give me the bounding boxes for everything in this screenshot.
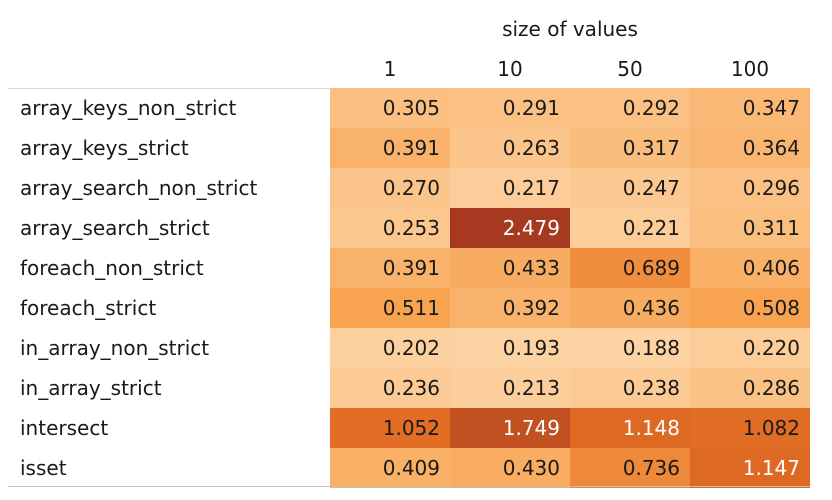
- heatmap-cell: 0.217: [450, 168, 570, 208]
- heatmap-cell: 1.052: [330, 408, 450, 448]
- heatmap-cell: 0.220: [690, 328, 810, 368]
- heatmap-cell: 0.391: [330, 248, 450, 288]
- heatmap-cell: 0.311: [690, 208, 810, 248]
- heatmap-cell: 1.749: [450, 408, 570, 448]
- column-header-10: 10: [497, 57, 523, 81]
- heatmap-cell: 2.479: [450, 208, 570, 248]
- heatmap-cell: 0.430: [450, 448, 570, 488]
- heatmap-cell: 1.148: [570, 408, 690, 448]
- heatmap-cell: 0.263: [450, 128, 570, 168]
- row-label: isset: [20, 456, 67, 480]
- heatmap-cell: 0.305: [330, 88, 450, 128]
- column-header-50: 50: [617, 57, 643, 81]
- heatmap-cell: 0.286: [690, 368, 810, 408]
- row-label: array_keys_non_strict: [20, 96, 237, 120]
- heatmap-cell: 0.188: [570, 328, 690, 368]
- heatmap-cell: 0.296: [690, 168, 810, 208]
- row-label: foreach_strict: [20, 296, 157, 320]
- row-label: array_keys_strict: [20, 136, 189, 160]
- row-label: in_array_strict: [20, 376, 162, 400]
- bottom-divider: [8, 486, 810, 487]
- heatmap-cell: 0.392: [450, 288, 570, 328]
- heatmap-cell: 0.247: [570, 168, 690, 208]
- heatmap-cell: 1.147: [690, 448, 810, 488]
- column-header-title: size of values: [502, 17, 638, 41]
- heatmap-cell: 0.433: [450, 248, 570, 288]
- heatmap-cell: 0.193: [450, 328, 570, 368]
- row-label: array_search_strict: [20, 216, 210, 240]
- heatmap-cell: 0.317: [570, 128, 690, 168]
- heatmap-cell: 0.736: [570, 448, 690, 488]
- column-header-100: 100: [730, 57, 770, 81]
- row-label: foreach_non_strict: [20, 256, 204, 280]
- column-header-1: 1: [383, 57, 397, 81]
- row-label: array_search_non_strict: [20, 176, 258, 200]
- heatmap-cell: 0.508: [690, 288, 810, 328]
- heatmap-cell: 0.202: [330, 328, 450, 368]
- heatmap-cell: 0.270: [330, 168, 450, 208]
- heatmap-cell: 0.436: [570, 288, 690, 328]
- heatmap-cell: 0.511: [330, 288, 450, 328]
- row-label: in_array_non_strict: [20, 336, 210, 360]
- heatmap-cell: 1.082: [690, 408, 810, 448]
- heatmap-cell: 0.238: [570, 368, 690, 408]
- heatmap-cell: 0.221: [570, 208, 690, 248]
- heatmap-cell: 0.347: [690, 88, 810, 128]
- heatmap-cell: 0.253: [330, 208, 450, 248]
- heatmap-cell: 0.391: [330, 128, 450, 168]
- heatmap-cell: 0.292: [570, 88, 690, 128]
- heatmap-cell: 0.213: [450, 368, 570, 408]
- row-label: intersect: [20, 416, 109, 440]
- heatmap-cell: 0.689: [570, 248, 690, 288]
- heatmap-cell: 0.236: [330, 368, 450, 408]
- heatmap-cell: 0.291: [450, 88, 570, 128]
- heatmap-cell: 0.406: [690, 248, 810, 288]
- heatmap-cell: 0.364: [690, 128, 810, 168]
- heatmap-cell: 0.409: [330, 448, 450, 488]
